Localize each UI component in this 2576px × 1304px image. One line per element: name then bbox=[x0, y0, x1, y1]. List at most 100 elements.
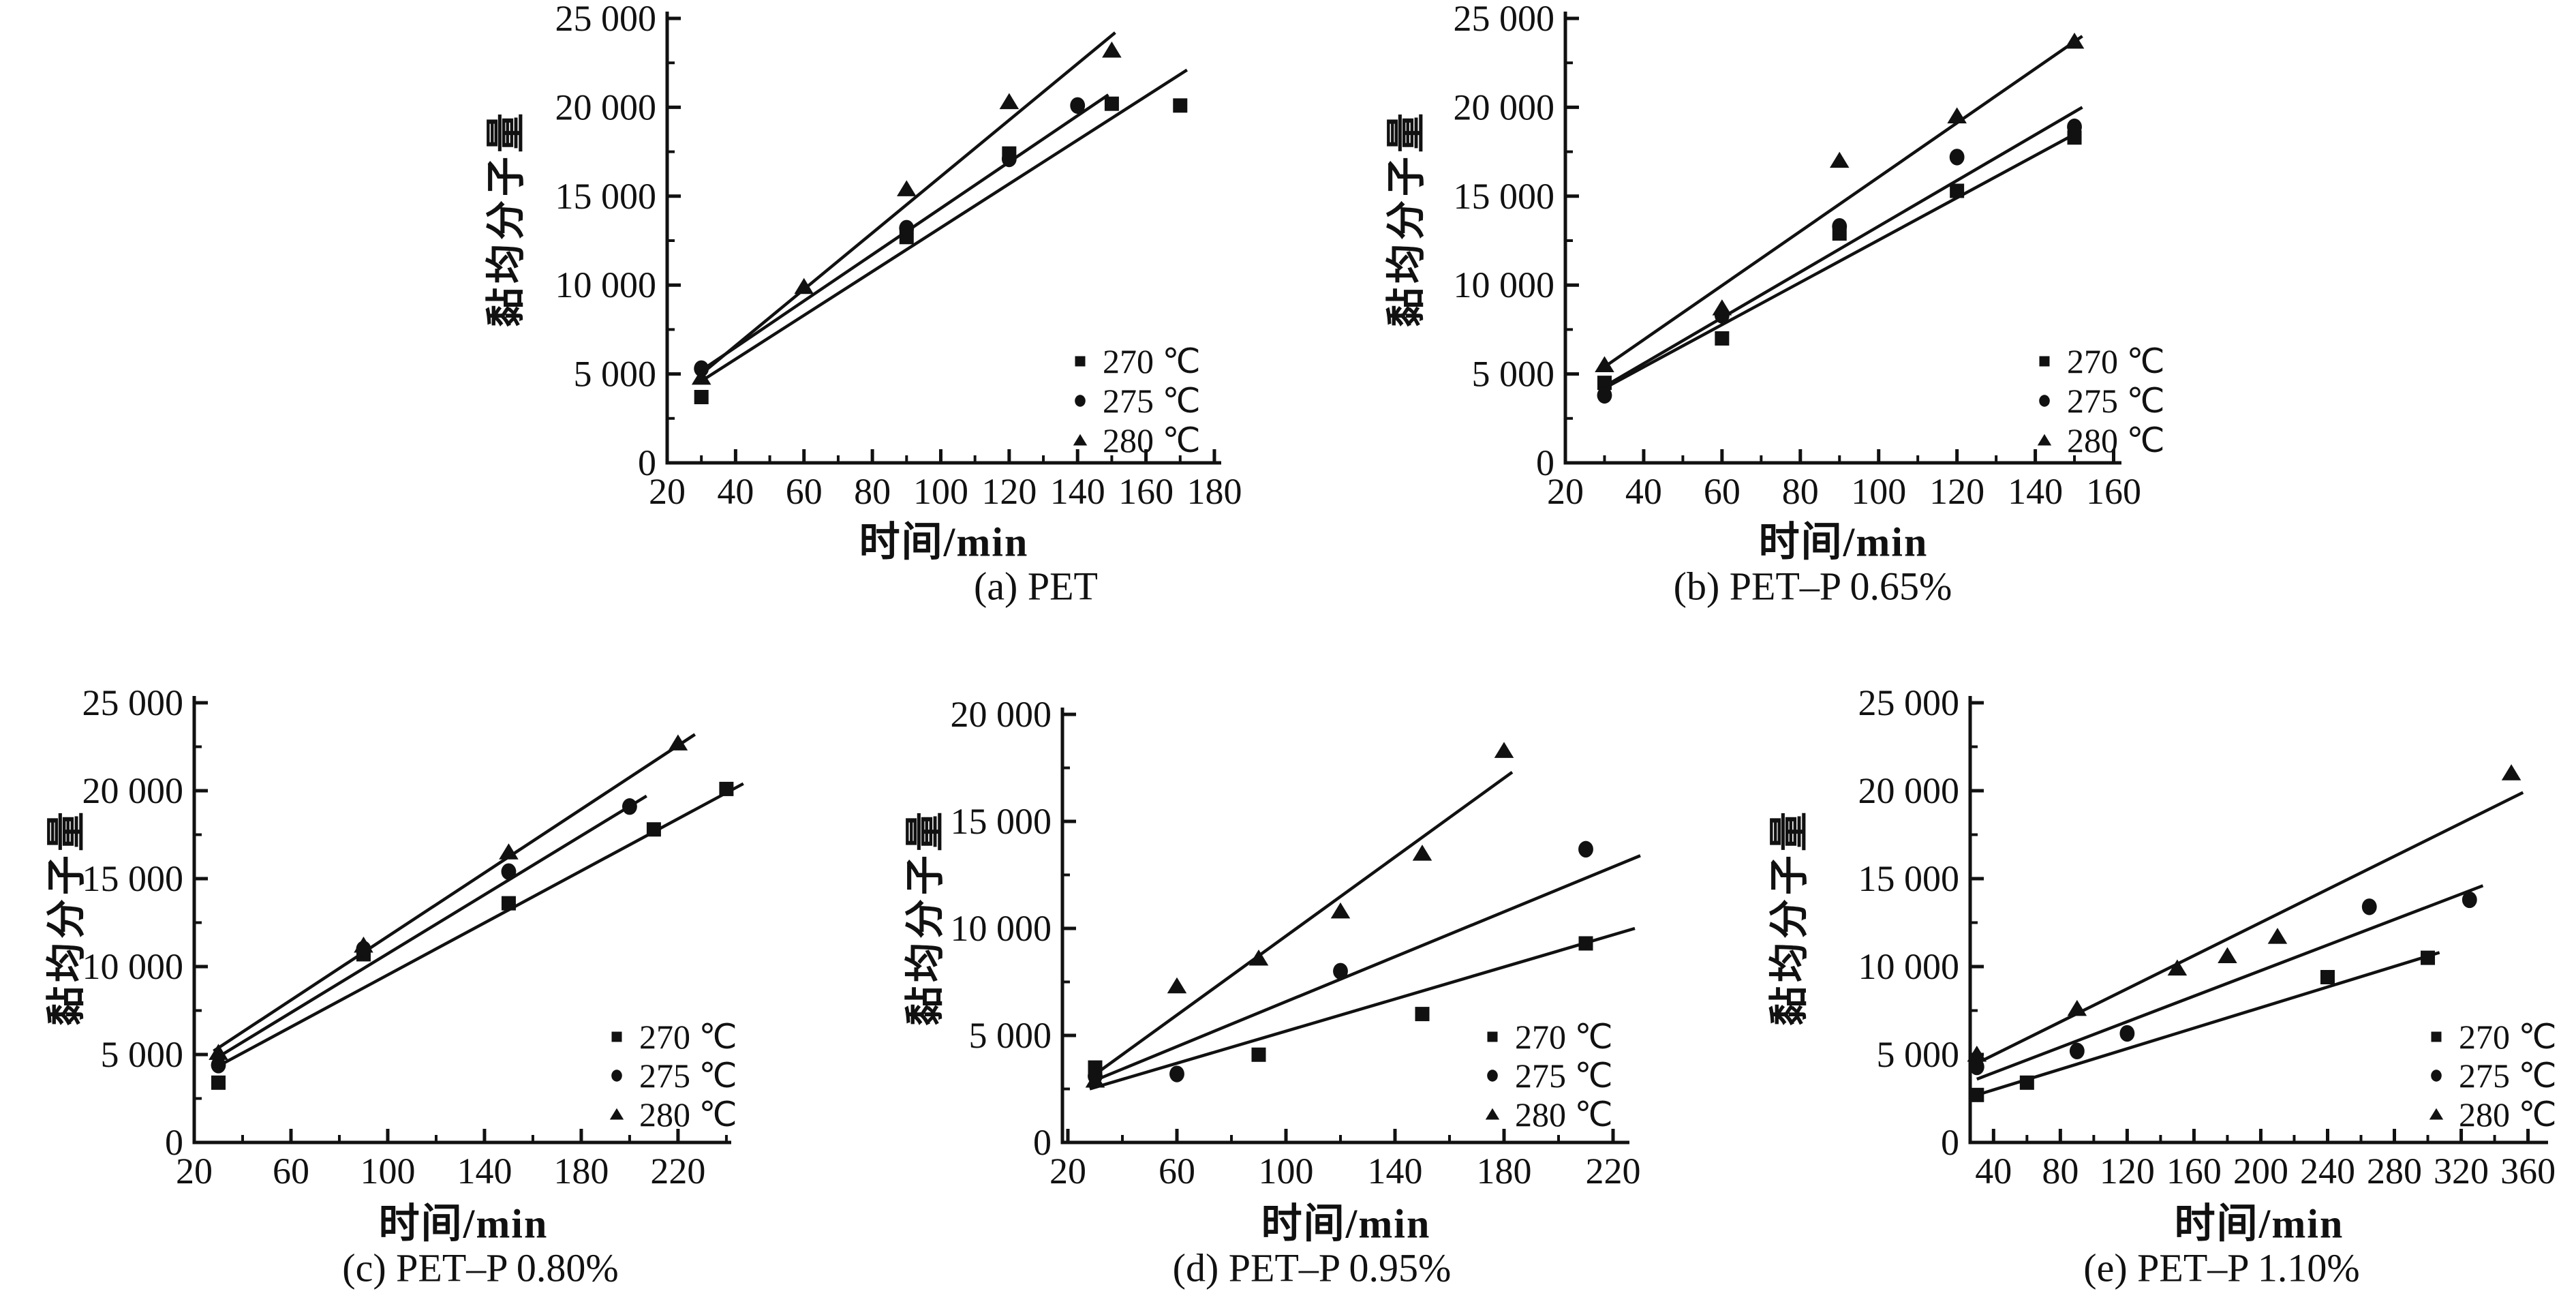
chart-c-legend-triangle-icon bbox=[609, 1108, 624, 1120]
chart-a-xtick-label: 40 bbox=[717, 471, 754, 512]
chart-b-xtick-label: 140 bbox=[2008, 471, 2063, 512]
chart-a-point-280 bbox=[691, 368, 711, 385]
chart-e-xtick-label: 40 bbox=[1975, 1151, 2012, 1192]
chart-d-point-280 bbox=[1330, 902, 1351, 919]
chart-b-point-275 bbox=[1597, 386, 1612, 404]
chart-b-xtick-label: 120 bbox=[1929, 471, 1984, 512]
chart-a-ytick-label: 20 000 bbox=[555, 87, 657, 127]
chart-b-xtick-label: 100 bbox=[1851, 471, 1906, 512]
chart-c-point-270 bbox=[646, 822, 661, 837]
chart-d-point-270 bbox=[1251, 1047, 1266, 1062]
chart-e-ytick-label: 15 000 bbox=[1858, 858, 1960, 899]
chart-a-xtick-label: 180 bbox=[1186, 471, 1242, 512]
chart-c-xtick-label: 100 bbox=[360, 1151, 415, 1192]
chart-e-point-280 bbox=[2267, 928, 2288, 944]
chart-d-point-275 bbox=[1578, 840, 1593, 858]
chart-c-point-280 bbox=[499, 843, 519, 860]
chart-b-point-275 bbox=[2067, 118, 2082, 136]
chart-a-xtick-label: 20 bbox=[649, 471, 686, 512]
chart-c-point-280 bbox=[354, 937, 373, 953]
chart-e-ytick-label: 0 bbox=[1941, 1122, 1959, 1163]
chart-b-ytick-label: 25 000 bbox=[1454, 0, 1555, 39]
chart-b-point-275 bbox=[1949, 149, 1965, 166]
chart-a-ytick-label: 25 000 bbox=[555, 0, 657, 39]
chart-d-legend-triangle-icon bbox=[1485, 1108, 1500, 1120]
chart-b-fitline-275 bbox=[1604, 106, 2083, 388]
chart-a-legend-label: 275 ℃ bbox=[1103, 382, 1201, 420]
chart-d-legend-label: 270 ℃ bbox=[1515, 1018, 1613, 1056]
chart-a-xtick-label: 120 bbox=[981, 471, 1037, 512]
chart-e-point-270 bbox=[2320, 969, 2335, 984]
chart-e-xtick-label: 280 bbox=[2367, 1151, 2422, 1192]
chart-e-point-275 bbox=[2069, 1042, 2085, 1060]
chart-a-xtick-label: 80 bbox=[854, 471, 891, 512]
chart-b-legend-triangle-icon bbox=[2037, 434, 2052, 446]
chart-c-ytick-label: 0 bbox=[165, 1122, 183, 1163]
chart-c-ytick-label: 25 000 bbox=[82, 682, 184, 723]
chart-b-ytick-label: 10 000 bbox=[1454, 264, 1555, 305]
chart-b-point-270 bbox=[1597, 376, 1612, 391]
chart-e-point-280 bbox=[2218, 947, 2237, 964]
chart-e-point-280 bbox=[2501, 764, 2521, 780]
chart-a-point-280 bbox=[999, 93, 1019, 110]
chart-a-xtick-label: 60 bbox=[786, 471, 823, 512]
chart-d-fitline-270 bbox=[1089, 926, 1636, 1091]
chart-a-point-270 bbox=[1173, 98, 1188, 113]
chart-d-point-275 bbox=[1333, 962, 1348, 980]
chart-e-xtick-label: 160 bbox=[2166, 1151, 2222, 1192]
chart-b-fitline-270 bbox=[1604, 130, 2079, 390]
chart-a-point-270 bbox=[1104, 96, 1119, 111]
chart-c-ytick-label: 15 000 bbox=[82, 858, 184, 899]
chart-b-point-270 bbox=[1715, 331, 1730, 346]
chart-c-point-270 bbox=[501, 896, 516, 911]
chart-d-point-270 bbox=[1415, 1007, 1430, 1022]
chart-e-xtick-label: 360 bbox=[2500, 1151, 2556, 1192]
chart-d-ytick-label: 15 000 bbox=[951, 801, 1052, 842]
chart-b-fitline-280 bbox=[1604, 35, 2083, 369]
chart-d-legend-label: 275 ℃ bbox=[1515, 1057, 1613, 1095]
chart-d-xtick-label: 180 bbox=[1477, 1151, 1532, 1192]
chart-a-point-270 bbox=[694, 390, 709, 405]
chart-b-point-280 bbox=[1947, 107, 1967, 123]
chart-e-xtick-label: 200 bbox=[2233, 1151, 2288, 1192]
chart-c-legend-label: 280 ℃ bbox=[639, 1095, 737, 1134]
chart-b-point-280 bbox=[2064, 32, 2085, 49]
chart-b-point-275 bbox=[1832, 217, 1847, 235]
chart-e-point-270 bbox=[2019, 1075, 2034, 1090]
chart-b-point-280 bbox=[1712, 299, 1732, 316]
chart-d-legend-circle-icon bbox=[1487, 1070, 1498, 1082]
chart-c-ytick-label: 20 000 bbox=[82, 770, 184, 811]
chart-b-point-280 bbox=[1829, 151, 1850, 168]
chart-e: 40 80 120 160 200 240 280 320 360 0 5 000 10 000 15 … bbox=[1858, 682, 2557, 1192]
chart-c-point-275 bbox=[622, 798, 637, 815]
chart-e-xtick-label: 120 bbox=[2100, 1151, 2155, 1192]
chart-c-ytick-label: 10 000 bbox=[82, 946, 184, 987]
chart-e-point-270 bbox=[2421, 950, 2436, 965]
chart-e-legend-label: 275 ℃ bbox=[2459, 1057, 2557, 1095]
chart-e-point-280 bbox=[2067, 999, 2087, 1016]
chart-e-point-280 bbox=[2167, 959, 2188, 976]
chart-d-fitline-280 bbox=[1088, 770, 1514, 1080]
chart-c: 20 60 100 140 180 220 0 5 000 10 000 15 000 20 000… bbox=[82, 682, 744, 1192]
chart-b-ytick-label: 20 000 bbox=[1454, 87, 1555, 127]
chart-a-point-280 bbox=[794, 277, 814, 294]
chart-e-legend-circle-icon bbox=[2431, 1070, 2442, 1082]
chart-b-xtick-label: 80 bbox=[1782, 471, 1819, 512]
chart-a: 20 40 60 80 100 120 140 160 180 0 5 000 10 000 15 00… bbox=[555, 0, 1242, 512]
chart-d-point-280 bbox=[1494, 742, 1514, 758]
chart-c-xtick-label: 180 bbox=[553, 1151, 609, 1192]
chart-a-point-275 bbox=[1001, 150, 1017, 168]
chart-c-legend-circle-icon bbox=[611, 1070, 622, 1082]
chart-a-xtick-label: 160 bbox=[1118, 471, 1174, 512]
chart-a-ytick-label: 0 bbox=[638, 442, 656, 483]
chart-c-legend-label: 275 ℃ bbox=[639, 1057, 737, 1095]
chart-e-point-275 bbox=[2462, 891, 2477, 909]
chart-a-point-280 bbox=[897, 180, 917, 196]
chart-e-legend-square-icon bbox=[2431, 1031, 2442, 1042]
chart-b-legend-square-icon bbox=[2039, 356, 2050, 367]
